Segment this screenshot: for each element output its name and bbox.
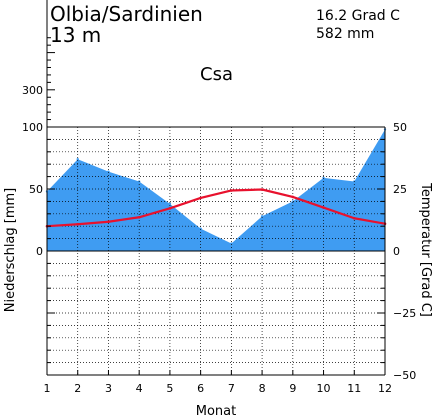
precipitation-point bbox=[199, 227, 202, 230]
right-axis-tick-label: 0 bbox=[393, 245, 400, 258]
left-axis-tick-label: 100 bbox=[22, 121, 43, 134]
station-title: Olbia/Sardinien bbox=[50, 2, 203, 26]
x-axis-tick-label: 11 bbox=[347, 382, 361, 395]
temperature-point bbox=[168, 207, 172, 210]
x-axis-tick-label: 4 bbox=[136, 382, 143, 395]
precipitation-point bbox=[230, 242, 233, 245]
temperature-point bbox=[137, 215, 141, 219]
x-axis-title: Monat bbox=[196, 404, 236, 418]
temperature-point bbox=[260, 188, 264, 191]
precipitation-point bbox=[168, 202, 172, 206]
mean-temperature-label: 16.2 Grad C bbox=[316, 8, 400, 24]
right-axis-tick-label: 50 bbox=[393, 121, 407, 134]
precipitation-point bbox=[260, 215, 264, 218]
climate-class-label: Csa bbox=[200, 64, 233, 85]
temperature-point bbox=[107, 220, 110, 224]
x-axis-tick-label: 6 bbox=[197, 382, 204, 395]
temperature-point bbox=[199, 196, 202, 200]
y-axis-right-title: Temperatur [Grad C] bbox=[418, 182, 433, 317]
left-axis-tick-label: 0 bbox=[36, 245, 43, 258]
x-axis-tick-label: 2 bbox=[74, 382, 81, 395]
temperature-point bbox=[352, 216, 356, 220]
right-axis-tick-label: −25 bbox=[393, 307, 416, 320]
x-axis-tick-label: 10 bbox=[317, 382, 331, 395]
right-axis-tick-label: −50 bbox=[393, 369, 416, 382]
temperature-line bbox=[46, 188, 386, 228]
precipitation-point bbox=[322, 176, 325, 180]
precipitation-point bbox=[107, 170, 110, 173]
temperature-point bbox=[291, 195, 295, 199]
x-axis-tick-label: 9 bbox=[289, 382, 296, 395]
annual-precipitation-label: 582 mm bbox=[316, 26, 374, 42]
x-axis-tick-label: 1 bbox=[44, 382, 51, 395]
precipitation-area bbox=[47, 129, 385, 251]
x-axis-tick-label: 8 bbox=[259, 382, 266, 395]
x-axis-tick-label: 7 bbox=[228, 382, 235, 395]
left-axis-tick-label: 50 bbox=[29, 183, 43, 196]
station-elevation: 13 m bbox=[50, 23, 101, 47]
y-axis-left-title: Niederschlag [mm] bbox=[3, 188, 18, 313]
temperature-point bbox=[76, 222, 80, 226]
temperature-point bbox=[230, 189, 233, 192]
x-axis-tick-label: 3 bbox=[105, 382, 112, 395]
temperature-point bbox=[322, 206, 325, 209]
precipitation-point bbox=[76, 158, 79, 161]
x-axis-tick-label: 12 bbox=[378, 382, 392, 395]
x-axis-tick-label: 5 bbox=[166, 382, 173, 395]
precipitation-point bbox=[291, 200, 295, 203]
right-axis-tick-label: 25 bbox=[393, 183, 407, 196]
left-axis-extended-tick-label: 300 bbox=[22, 84, 43, 97]
